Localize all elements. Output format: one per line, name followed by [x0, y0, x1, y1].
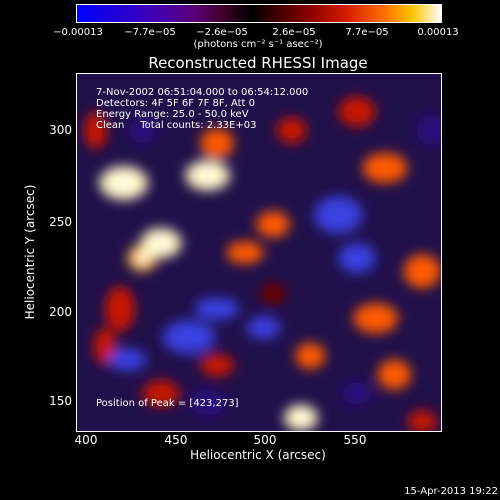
emission-blob: [259, 282, 287, 306]
emission-blob: [276, 117, 307, 144]
timestamp: 15-Apr-2013 19:22: [404, 486, 498, 497]
detectors: Detectors: 4F 5F 6F 7F 8F, Att 0: [96, 98, 256, 109]
emission-blob: [200, 128, 234, 159]
chart-title: Reconstructed RHESSI Image: [148, 54, 368, 72]
negative-blob: [108, 348, 147, 371]
colorbar-units: (photons cm⁻² s⁻¹ asec⁻²): [193, 39, 323, 50]
emission-blob: [338, 96, 376, 127]
colorbar-tick: 7.7e−05: [345, 27, 389, 38]
negative-blob: [194, 297, 240, 321]
emission-blob: [142, 380, 180, 407]
emission-blob: [256, 211, 290, 238]
emission-core: [293, 411, 309, 424]
emission-core: [197, 168, 218, 183]
negative-blob: [416, 115, 441, 146]
negative-blob: [190, 389, 225, 416]
peak-position: Position of Peak = [423,273]: [96, 398, 239, 409]
colorbar-tick: 2.6e−05: [272, 27, 316, 38]
colorbar-tick: 0.00013: [417, 27, 459, 38]
negative-blob: [129, 117, 156, 144]
colorbar: [76, 4, 442, 23]
emission-blob: [403, 254, 441, 289]
emission-blob: [407, 410, 438, 431]
negative-blob: [342, 382, 372, 405]
energy-range: Energy Range: 25.0 - 50.0 keV: [96, 109, 249, 120]
y-tick: 150: [49, 394, 72, 408]
x-axis-label: Heliocentric X (arcsec): [190, 448, 326, 462]
negative-blob: [162, 320, 216, 354]
emission-blob: [84, 111, 107, 150]
x-tick: 550: [343, 433, 367, 447]
emission-core: [112, 175, 135, 191]
negative-blob: [338, 243, 376, 274]
emission-blob: [200, 353, 234, 377]
x-tick: 500: [253, 433, 277, 447]
emission-core: [135, 252, 150, 265]
emission-blob: [105, 286, 135, 332]
emission-blob: [295, 342, 326, 369]
plot-area: [76, 73, 442, 432]
y-tick: 250: [49, 215, 72, 229]
emission-blob: [362, 152, 408, 183]
negative-blob: [246, 316, 281, 339]
emission-blob: [226, 241, 264, 264]
y-tick: 200: [49, 305, 72, 319]
clean-counts: Clean Total counts: 2.33E+03: [96, 120, 257, 131]
emission-blob: [353, 303, 399, 334]
colorbar-tick: −7.7e−05: [124, 27, 176, 38]
x-tick: 400: [74, 433, 98, 447]
heatmap: [84, 96, 441, 431]
emission-core: [151, 236, 171, 250]
negative-blob: [314, 196, 363, 234]
time-range: 7-Nov-2002 06:51:04.000 to 06:54:12.000: [96, 87, 309, 98]
y-tick: 300: [49, 123, 72, 137]
y-axis-label: Heliocentric Y (arcsec): [23, 184, 37, 320]
colorbar-tick: −0.00013: [53, 27, 103, 38]
x-tick: 450: [164, 433, 188, 447]
colorbar-tick: −2.6e−05: [196, 27, 248, 38]
emission-blob: [377, 359, 412, 390]
